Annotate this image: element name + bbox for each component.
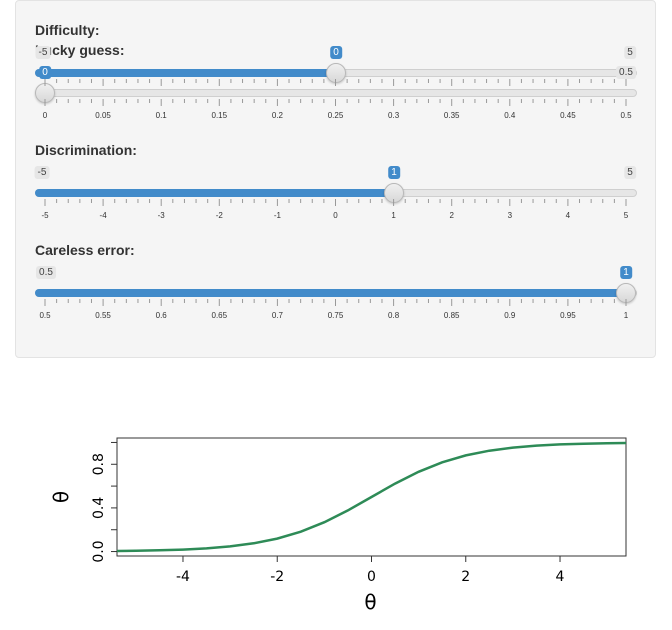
slider-ticks: 0 0.05 0.1 0.15 0.2 0.25 0.3 0.35 0.4 0.45 0.5 -5 -4… — [39, 79, 632, 320]
slider-tick-label: 0.1 — [156, 111, 168, 120]
slider-tick-label: 0.25 — [328, 111, 344, 120]
difficulty-min-badge: -5 — [35, 46, 51, 59]
x-tick-label: 0 — [367, 569, 376, 585]
careless-error-label: Careless error: — [35, 242, 135, 258]
x-axis-title: θ — [364, 590, 376, 614]
slider-tick-label: 0.2 — [272, 111, 284, 120]
slider-tick-label: 1 — [624, 311, 629, 320]
discrimination-min-badge: -5 — [34, 166, 50, 179]
lucky-min-badge: 0 — [39, 66, 51, 79]
slider-tick-label: 0.35 — [444, 111, 460, 120]
y-tick-label: 0.4 — [91, 497, 107, 519]
slider-tick-label: 0.5 — [39, 311, 51, 320]
slider-tick-label: 0.3 — [388, 111, 400, 120]
discrimination-max-badge: 5 — [624, 166, 636, 179]
slider-tick-label: 0.85 — [444, 311, 460, 320]
slider-tick-label: 0.7 — [272, 311, 284, 320]
slider-tick-label: 0.55 — [95, 311, 111, 320]
discrimination-fill — [35, 189, 394, 197]
slider-tick-label: 0.4 — [504, 111, 516, 120]
y-axis-title: θ — [49, 491, 73, 503]
y-tick-label: 0.0 — [91, 540, 107, 562]
careless-min-badge: 0.5 — [36, 266, 56, 279]
careless-value-badge: 1 — [620, 266, 632, 279]
slider-tick-label: 2 — [449, 211, 454, 220]
slider-tick-label: 0 — [333, 211, 338, 220]
difficulty-value-badge: 0 — [330, 46, 342, 59]
slider-panel — [15, 0, 656, 358]
x-tick-label: 4 — [556, 569, 565, 585]
slider-tick-label: -4 — [100, 211, 108, 220]
slider-tick-label: 0.15 — [212, 111, 228, 120]
careless-fill — [35, 289, 626, 297]
slider-tick-label: 0.05 — [95, 111, 111, 120]
lucky-max-badge: 0.5 — [616, 66, 636, 79]
discrimination-value-badge: 1 — [388, 166, 400, 179]
slider-tick-label: 5 — [624, 211, 629, 220]
x-tick-label: -4 — [176, 569, 190, 585]
slider-tick-label: 0 — [43, 111, 48, 120]
slider-tick-label: 3 — [508, 211, 513, 220]
slider-tick-label: 4 — [566, 211, 571, 220]
slider-tick-label: -5 — [41, 211, 49, 220]
slider-tick-label: 0.65 — [212, 311, 228, 320]
difficulty-max-badge: 5 — [624, 46, 636, 59]
y-tick-label: 0.8 — [91, 453, 107, 475]
plot-frame — [116, 437, 627, 557]
discrimination-label: Discrimination: — [35, 142, 137, 158]
x-tick-label: -2 — [270, 569, 284, 585]
x-tick-label: 2 — [461, 569, 470, 585]
difficulty-label: Difficulty: — [35, 22, 100, 38]
lucky-guess-label: Lucky guess: — [35, 42, 125, 58]
slider-tick-label: 0.75 — [328, 311, 344, 320]
slider-tick-label: -2 — [216, 211, 224, 220]
slider-tick-label: 0.8 — [388, 311, 400, 320]
slider-tick-label: 1 — [391, 211, 396, 220]
slider-tick-label: 0.95 — [560, 311, 576, 320]
slider-tick-label: 0.6 — [156, 311, 168, 320]
slider-tick-label: 0.45 — [560, 111, 576, 120]
slider-tick-label: -1 — [274, 211, 282, 220]
slider-tick-label: 0.9 — [504, 311, 516, 320]
slider-tick-label: 0.5 — [620, 111, 632, 120]
difficulty-fill — [35, 69, 336, 77]
icc-curve — [116, 441, 627, 553]
slider-tick-label: -3 — [158, 211, 166, 220]
